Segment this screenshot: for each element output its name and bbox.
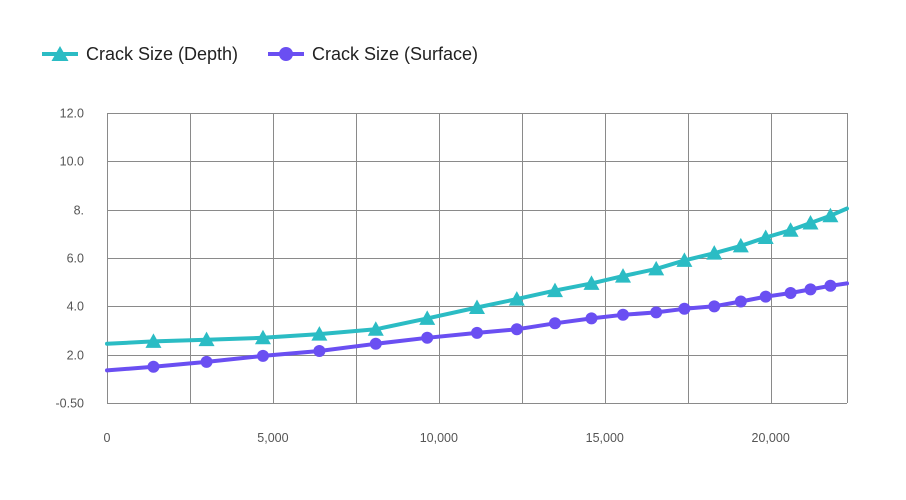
data-point-triangle[interactable]	[254, 329, 271, 345]
data-point-triangle[interactable]	[419, 310, 436, 325]
data-point-triangle[interactable]	[732, 237, 749, 253]
data-point-triangle[interactable]	[822, 207, 839, 223]
data-point-triangle[interactable]	[706, 245, 723, 260]
legend: Crack Size (Depth) Crack Size (Surface)	[42, 44, 478, 64]
data-point-circle[interactable]	[313, 345, 326, 358]
series-depth	[105, 206, 849, 348]
y-tick-label: 8.	[74, 204, 84, 218]
x-axis: 0 5,000 10,000 15,000 20,000	[104, 431, 790, 445]
data-point-circle[interactable]	[650, 306, 663, 319]
y-tick-label: 6.0	[67, 252, 84, 266]
legend-surface-circle-marker	[279, 47, 293, 61]
data-point-circle[interactable]	[678, 302, 691, 315]
data-point-triangle[interactable]	[311, 326, 328, 341]
data-point-circle[interactable]	[256, 349, 269, 362]
data-point-circle[interactable]	[585, 312, 598, 325]
data-point-triangle[interactable]	[469, 299, 485, 315]
legend-item-depth[interactable]: Crack Size (Depth)	[42, 44, 238, 64]
data-point-circle[interactable]	[421, 331, 434, 344]
y-tick-label: 2.0	[67, 349, 84, 363]
plot-area	[105, 206, 849, 373]
legend-item-surface[interactable]: Crack Size (Surface)	[268, 44, 478, 64]
data-point-circle[interactable]	[510, 323, 523, 336]
data-point-circle[interactable]	[784, 287, 797, 300]
data-point-circle[interactable]	[734, 295, 747, 308]
data-point-triangle[interactable]	[546, 282, 563, 298]
data-point-circle[interactable]	[708, 300, 721, 313]
y-axis: -0.50 2.0 4.0 6.0 8. 10.0 12.0	[56, 107, 85, 411]
x-tick-label: 0	[104, 431, 111, 445]
data-point-triangle[interactable]	[615, 268, 632, 283]
x-tick-label: 5,000	[257, 431, 288, 445]
data-point-triangle[interactable]	[367, 321, 384, 336]
x-tick-label: 20,000	[752, 431, 790, 445]
legend-depth-triangle-marker	[51, 46, 69, 61]
data-point-triangle[interactable]	[508, 291, 525, 306]
data-point-circle[interactable]	[804, 283, 817, 296]
data-point-triangle[interactable]	[676, 252, 693, 267]
data-point-circle[interactable]	[824, 279, 837, 292]
series-surface	[105, 279, 849, 373]
data-point-circle[interactable]	[617, 308, 630, 321]
x-tick-label: 10,000	[420, 431, 458, 445]
data-point-circle[interactable]	[548, 317, 561, 330]
data-point-triangle[interactable]	[757, 229, 774, 244]
x-tick-label: 15,000	[586, 431, 624, 445]
data-point-triangle[interactable]	[583, 275, 600, 290]
data-point-triangle[interactable]	[782, 222, 799, 237]
data-point-triangle[interactable]	[145, 333, 162, 348]
y-tick-label: 10.0	[60, 155, 84, 169]
data-point-circle[interactable]	[471, 326, 483, 339]
data-point-circle[interactable]	[759, 290, 772, 303]
series-line	[105, 281, 849, 373]
data-point-triangle[interactable]	[802, 214, 819, 230]
data-point-triangle[interactable]	[198, 331, 215, 347]
y-tick-label: 4.0	[67, 300, 84, 314]
y-tick-label: -0.50	[56, 397, 85, 411]
data-point-circle[interactable]	[200, 355, 213, 368]
y-tick-label: 12.0	[60, 107, 84, 121]
data-point-circle[interactable]	[369, 337, 382, 350]
data-point-circle[interactable]	[147, 360, 160, 373]
series-line	[105, 206, 849, 346]
legend-surface-label: Crack Size (Surface)	[312, 44, 478, 64]
data-point-triangle[interactable]	[648, 260, 665, 276]
legend-depth-label: Crack Size (Depth)	[86, 44, 238, 64]
